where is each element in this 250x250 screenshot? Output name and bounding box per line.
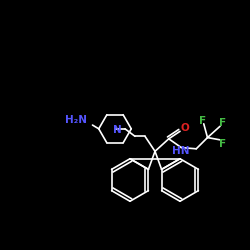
- Text: O: O: [180, 123, 189, 133]
- Text: HN: HN: [172, 146, 190, 156]
- Text: F: F: [219, 138, 226, 148]
- Text: N: N: [113, 125, 122, 135]
- Text: F: F: [220, 118, 226, 128]
- Text: H₂N: H₂N: [66, 115, 88, 125]
- Text: F: F: [199, 116, 206, 126]
